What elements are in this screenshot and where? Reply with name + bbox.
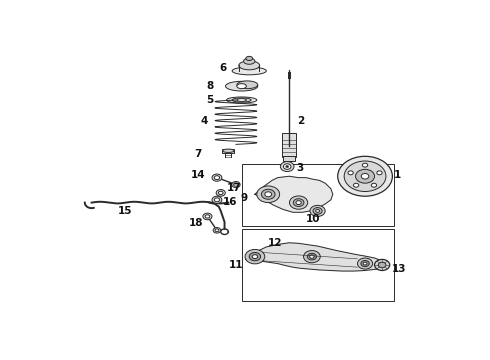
Circle shape	[378, 262, 386, 268]
Circle shape	[296, 201, 301, 204]
Ellipse shape	[226, 97, 257, 103]
Circle shape	[361, 261, 369, 267]
Circle shape	[363, 262, 367, 265]
Circle shape	[374, 260, 390, 270]
Text: 8: 8	[206, 81, 213, 91]
Ellipse shape	[232, 98, 251, 102]
Circle shape	[338, 156, 392, 196]
Text: 4: 4	[200, 116, 207, 126]
Text: 12: 12	[268, 238, 283, 248]
Bar	[242, 229, 393, 301]
Ellipse shape	[237, 99, 246, 102]
Text: 11: 11	[229, 260, 244, 270]
Circle shape	[219, 191, 223, 194]
Circle shape	[283, 164, 291, 169]
Ellipse shape	[232, 67, 267, 75]
Text: 16: 16	[222, 197, 237, 207]
Circle shape	[212, 196, 222, 203]
Circle shape	[265, 192, 271, 197]
Circle shape	[212, 174, 222, 181]
Circle shape	[353, 183, 359, 187]
Text: 2: 2	[297, 116, 304, 126]
Circle shape	[358, 258, 373, 269]
Circle shape	[356, 169, 374, 183]
Circle shape	[234, 183, 238, 186]
Circle shape	[310, 255, 314, 258]
Circle shape	[377, 171, 382, 175]
Polygon shape	[255, 176, 333, 212]
Polygon shape	[245, 243, 386, 271]
Circle shape	[245, 249, 265, 264]
Circle shape	[213, 228, 220, 233]
Circle shape	[363, 163, 368, 167]
Circle shape	[313, 208, 322, 214]
Circle shape	[294, 199, 304, 207]
Circle shape	[280, 162, 294, 172]
Bar	[242, 164, 393, 226]
Circle shape	[348, 171, 353, 175]
Circle shape	[232, 181, 240, 188]
Circle shape	[316, 210, 319, 212]
Circle shape	[249, 252, 261, 261]
Text: 14: 14	[191, 170, 206, 180]
Circle shape	[361, 174, 369, 179]
Circle shape	[205, 215, 210, 218]
Circle shape	[215, 229, 219, 232]
Text: 1: 1	[393, 170, 401, 180]
Circle shape	[216, 190, 225, 196]
Circle shape	[261, 189, 275, 199]
Text: 6: 6	[219, 63, 226, 73]
Circle shape	[214, 176, 220, 180]
Circle shape	[307, 253, 317, 260]
Text: 15: 15	[118, 206, 133, 216]
Bar	[282, 133, 296, 157]
Circle shape	[214, 198, 220, 202]
Text: 17: 17	[226, 183, 241, 193]
Ellipse shape	[244, 58, 255, 64]
Text: 5: 5	[206, 95, 213, 105]
Ellipse shape	[246, 57, 253, 60]
Text: 13: 13	[392, 264, 406, 274]
Text: 10: 10	[306, 214, 320, 224]
Ellipse shape	[239, 61, 260, 70]
Circle shape	[257, 186, 280, 203]
Ellipse shape	[237, 84, 246, 89]
Circle shape	[371, 183, 377, 187]
Ellipse shape	[237, 81, 258, 89]
Circle shape	[344, 161, 386, 192]
Circle shape	[303, 251, 320, 263]
Bar	[222, 149, 234, 153]
Ellipse shape	[225, 81, 258, 91]
Bar	[283, 156, 295, 161]
Circle shape	[252, 255, 258, 258]
Text: 9: 9	[240, 193, 247, 203]
Ellipse shape	[222, 149, 234, 152]
Text: 7: 7	[195, 149, 202, 159]
Text: 3: 3	[297, 163, 304, 173]
Circle shape	[310, 205, 325, 216]
Circle shape	[203, 213, 212, 220]
Text: 18: 18	[189, 219, 204, 228]
Circle shape	[290, 196, 308, 209]
Circle shape	[286, 166, 289, 168]
